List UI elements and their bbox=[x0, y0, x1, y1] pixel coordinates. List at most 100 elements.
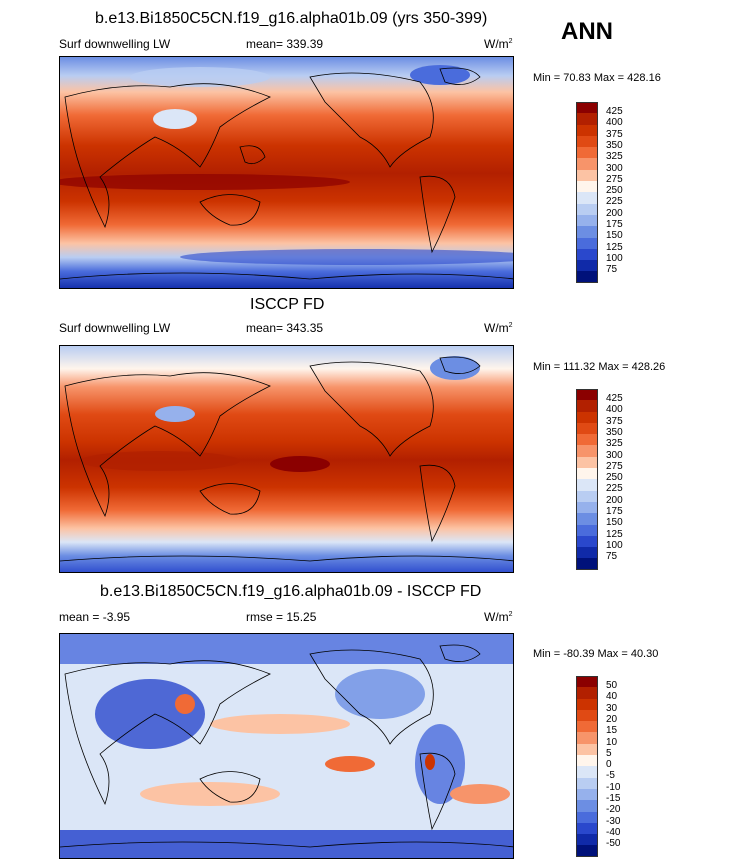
colorbar-level-label: 275 bbox=[606, 460, 623, 472]
colorbar-level-label: 375 bbox=[606, 415, 623, 427]
colorbar-level-label: 75 bbox=[606, 551, 618, 563]
panel-title: ISCCP FD bbox=[250, 296, 325, 313]
colorbar-swatch bbox=[576, 687, 598, 699]
units-label: W/m2 bbox=[484, 37, 513, 51]
colorbar-level-label: 125 bbox=[606, 528, 623, 540]
world-map bbox=[59, 56, 514, 289]
colorbar-level-label: 30 bbox=[606, 702, 618, 714]
colorbar-level-label: 350 bbox=[606, 139, 623, 151]
colorbar-level-label: 250 bbox=[606, 472, 623, 484]
colorbar-level-label: 275 bbox=[606, 173, 623, 185]
colorbar-swatch bbox=[576, 192, 598, 204]
colorbar-swatch bbox=[576, 113, 598, 125]
colorbar-swatch bbox=[576, 501, 598, 514]
colorbar-swatch bbox=[576, 743, 598, 756]
colorbar-swatch bbox=[576, 400, 598, 412]
minmax-label: Min = -80.39 Max = 40.30 bbox=[533, 648, 659, 660]
panel-title: b.e13.Bi1850C5CN.f19_g16.alpha01b.09 (yr… bbox=[95, 10, 488, 27]
panel-title: b.e13.Bi1850C5CN.f19_g16.alpha01b.09 - I… bbox=[100, 583, 482, 600]
colorbar-swatch bbox=[576, 811, 598, 823]
colorbar-swatch bbox=[576, 102, 598, 114]
colorbar-level-label: -5 bbox=[606, 770, 615, 782]
colorbar-swatch bbox=[576, 834, 598, 846]
colorbar-swatch bbox=[576, 169, 598, 182]
colorbar-level-label: 250 bbox=[606, 185, 623, 197]
colorbar-swatch bbox=[576, 755, 598, 767]
colorbar-level-label: -15 bbox=[606, 793, 621, 804]
mean-label: mean = -3.95 bbox=[59, 610, 131, 624]
colorbar-level-label: 5 bbox=[606, 747, 612, 759]
colorbar-swatch bbox=[576, 845, 598, 857]
colorbar-swatch bbox=[576, 676, 598, 688]
colorbar-level-label: 200 bbox=[606, 494, 623, 506]
minmax-label: Min = 111.32 Max = 428.26 bbox=[533, 361, 666, 373]
colorbar-swatch bbox=[576, 490, 598, 502]
colorbar-swatch bbox=[576, 479, 598, 491]
colorbar-level-label: 40 bbox=[606, 691, 618, 703]
colorbar-swatch bbox=[576, 777, 598, 789]
minmax-label: Min = 70.83 Max = 428.16 bbox=[533, 72, 661, 84]
colorbar-level-label: 75 bbox=[606, 264, 618, 276]
colorbar-level-label: 300 bbox=[606, 449, 623, 461]
colorbar-level-label: -40 bbox=[606, 826, 621, 838]
colorbar-level-label: -20 bbox=[606, 804, 621, 816]
colorbar-level-label: 100 bbox=[606, 539, 623, 551]
colorbar-level-label: 425 bbox=[606, 393, 623, 404]
colorbar-level-label: -10 bbox=[606, 781, 621, 793]
colorbar-swatch bbox=[576, 445, 598, 457]
colorbar-swatch bbox=[576, 124, 598, 136]
colorbar-level-label: 175 bbox=[606, 506, 623, 517]
colorbar-swatch bbox=[576, 214, 598, 227]
colorbar-level-label: 400 bbox=[606, 117, 623, 129]
colorbar-level-label: 425 bbox=[606, 106, 623, 117]
colorbar-swatch bbox=[576, 822, 598, 835]
colorbar-swatch bbox=[576, 535, 598, 548]
colorbar-level-label: 100 bbox=[606, 252, 623, 264]
colorbar-swatch bbox=[576, 260, 598, 272]
colorbar-level-label: 225 bbox=[606, 196, 623, 208]
colorbar-swatch bbox=[576, 513, 598, 525]
colorbar-level-label: 375 bbox=[606, 128, 623, 140]
colorbar-swatch bbox=[576, 181, 598, 193]
variable-label: Surf downwelling LW bbox=[59, 37, 171, 51]
colorbar-level-label: 125 bbox=[606, 241, 623, 253]
colorbar-swatch bbox=[576, 721, 598, 733]
colorbar-swatch bbox=[576, 732, 598, 744]
colorbar-swatch bbox=[576, 456, 598, 469]
colorbar-level-label: 150 bbox=[606, 230, 623, 242]
world-map bbox=[59, 633, 514, 859]
colorbar-level-label: 350 bbox=[606, 426, 623, 438]
colorbar-level-label: 400 bbox=[606, 404, 623, 416]
season-label: ANN bbox=[561, 18, 613, 45]
colorbar-swatch bbox=[576, 800, 598, 812]
units-label: W/m2 bbox=[484, 610, 513, 624]
colorbar-swatch bbox=[576, 389, 598, 401]
colorbar-swatch bbox=[576, 135, 598, 148]
colorbar-level-label: 325 bbox=[606, 438, 623, 450]
colorbar bbox=[576, 102, 598, 283]
colorbar-swatch bbox=[576, 271, 598, 283]
colorbar-level-label: 0 bbox=[606, 759, 612, 771]
colorbar-swatch bbox=[576, 203, 598, 215]
colorbar-swatch bbox=[576, 158, 598, 170]
colorbar bbox=[576, 676, 598, 857]
colorbar-level-label: -50 bbox=[606, 838, 621, 850]
colorbar-swatch bbox=[576, 547, 598, 559]
colorbar-level-label: 10 bbox=[606, 736, 618, 748]
colorbar-level-label: -30 bbox=[606, 815, 621, 827]
colorbar-swatch bbox=[576, 698, 598, 710]
colorbar-swatch bbox=[576, 434, 598, 446]
units-label: W/m2 bbox=[484, 321, 513, 335]
colorbar-level-label: 20 bbox=[606, 713, 618, 725]
colorbar-level-label: 225 bbox=[606, 483, 623, 495]
colorbar-level-label: 15 bbox=[606, 725, 618, 737]
colorbar-level-label: 325 bbox=[606, 151, 623, 163]
rmse-label: rmse = 15.25 bbox=[246, 610, 317, 624]
colorbar-swatch bbox=[576, 226, 598, 238]
variable-label: Surf downwelling LW bbox=[59, 321, 171, 335]
colorbar-swatch bbox=[576, 237, 598, 249]
colorbar-swatch bbox=[576, 248, 598, 261]
mean-label: mean= 339.39 bbox=[246, 37, 324, 51]
colorbar-swatch bbox=[576, 788, 598, 801]
colorbar-swatch bbox=[576, 766, 598, 778]
